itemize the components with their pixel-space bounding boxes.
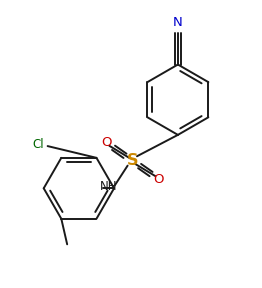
Text: O: O (153, 173, 163, 186)
Text: Cl: Cl (33, 137, 44, 151)
Text: NH: NH (100, 181, 118, 194)
Text: S: S (127, 154, 138, 168)
Text: N: N (173, 16, 183, 29)
Text: O: O (101, 136, 112, 149)
